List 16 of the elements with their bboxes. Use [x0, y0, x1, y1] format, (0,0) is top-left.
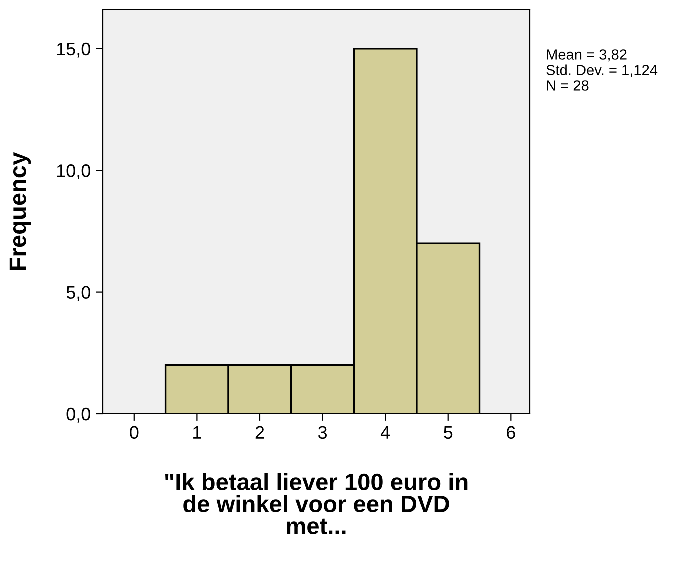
y-axis-title: Frequency [10, 152, 32, 270]
text: N = 28 [547, 80, 589, 91]
text: Mean = 3,82 [547, 50, 627, 62]
x-tick-label: 3 [318, 426, 328, 440]
x-tick-label: 0 [130, 426, 139, 440]
x-tick-label: 1 [194, 426, 202, 439]
x-tick-label: 6 [507, 426, 516, 440]
x-axis-title: "Ik betaal liever 100 euro in de winkel voor een DVD met... [165, 473, 468, 535]
x-tick-label: 4 [380, 426, 390, 439]
y-tick-label: 15,0 [57, 42, 90, 58]
y-tick-label: 0,0 [66, 408, 90, 423]
y-tick-label: 5,0 [66, 286, 90, 302]
text: Std. Dev. = 1,124 [546, 64, 658, 78]
x-tick-label: 2 [256, 426, 264, 439]
x-tick-label: 5 [444, 426, 453, 440]
y-tick-label: 10,0 [57, 164, 90, 180]
